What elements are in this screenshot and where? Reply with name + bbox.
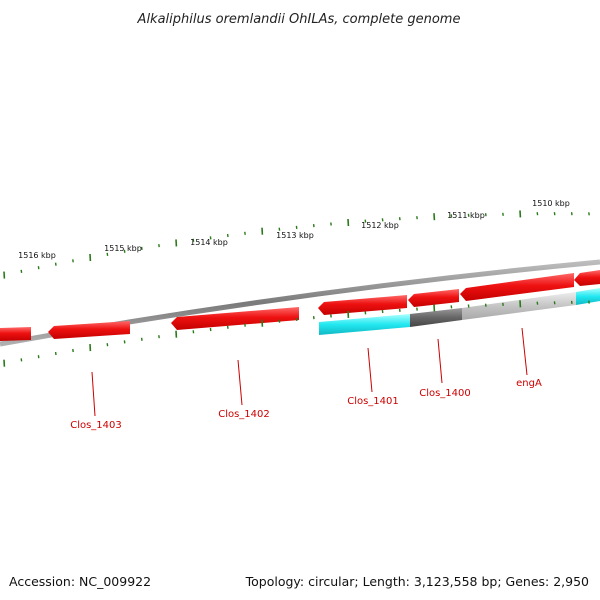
gene-label-lines bbox=[91, 327, 528, 417]
cog-gene-clos1401[interactable] bbox=[319, 314, 410, 335]
forward-genes bbox=[0, 270, 600, 341]
gene-forward-clos1402[interactable] bbox=[171, 307, 299, 330]
gene-forward-clos1403[interactable] bbox=[48, 321, 130, 339]
gene-labels: Clos_1403 Clos_1402 Clos_1401 Clos_1400 … bbox=[70, 378, 542, 431]
scale-labels: 1516 kbp 1515 kbp 1514 kbp 1513 kbp 1512… bbox=[18, 199, 570, 260]
leader-line-clos1400 bbox=[437, 338, 443, 384]
outer-tick-ruler bbox=[3, 210, 590, 279]
gene-forward-enga[interactable] bbox=[460, 273, 574, 301]
gene-forward-left-partial[interactable] bbox=[0, 327, 31, 341]
gene-label-clos1403[interactable]: Clos_1403 bbox=[70, 420, 122, 431]
scale-label-1513: 1513 kbp bbox=[276, 231, 314, 240]
scale-label-1512: 1512 kbp bbox=[361, 221, 399, 230]
gene-forward-clos1400[interactable] bbox=[408, 289, 459, 307]
leader-line-clos1402 bbox=[237, 359, 243, 406]
genome-summary-text: Topology: circular; Length: 3,123,558 bp… bbox=[245, 574, 589, 589]
gene-label-clos1400[interactable]: Clos_1400 bbox=[419, 388, 471, 399]
gene-label-clos1402[interactable]: Clos_1402 bbox=[218, 409, 270, 420]
gene-label-clos1401[interactable]: Clos_1401 bbox=[347, 396, 399, 407]
scale-label-1510: 1510 kbp bbox=[532, 199, 570, 208]
cog-gene-clos1400[interactable] bbox=[410, 308, 462, 327]
cog-gene-right-partial[interactable] bbox=[576, 288, 600, 305]
cog-gene-enga[interactable] bbox=[462, 292, 576, 320]
scale-label-1514: 1514 kbp bbox=[190, 238, 228, 247]
gene-forward-clos1401[interactable] bbox=[318, 295, 407, 315]
scale-label-1515: 1515 kbp bbox=[104, 244, 142, 253]
map-title: Alkaliphilus oremlandii OhILAs, complete… bbox=[137, 12, 461, 27]
leader-line-enga bbox=[521, 327, 528, 376]
gene-label-enga[interactable]: engA bbox=[516, 378, 542, 389]
gene-forward-right-partial[interactable] bbox=[574, 270, 600, 286]
leader-line-clos1403 bbox=[91, 371, 96, 417]
leader-line-clos1401 bbox=[367, 347, 373, 393]
accession-text: Accession: NC_009922 bbox=[9, 574, 151, 589]
scale-label-1511: 1511 kbp bbox=[447, 211, 485, 220]
cog-genes bbox=[319, 288, 600, 335]
inner-tick-ruler bbox=[3, 300, 590, 367]
scale-label-1516: 1516 kbp bbox=[18, 251, 56, 260]
